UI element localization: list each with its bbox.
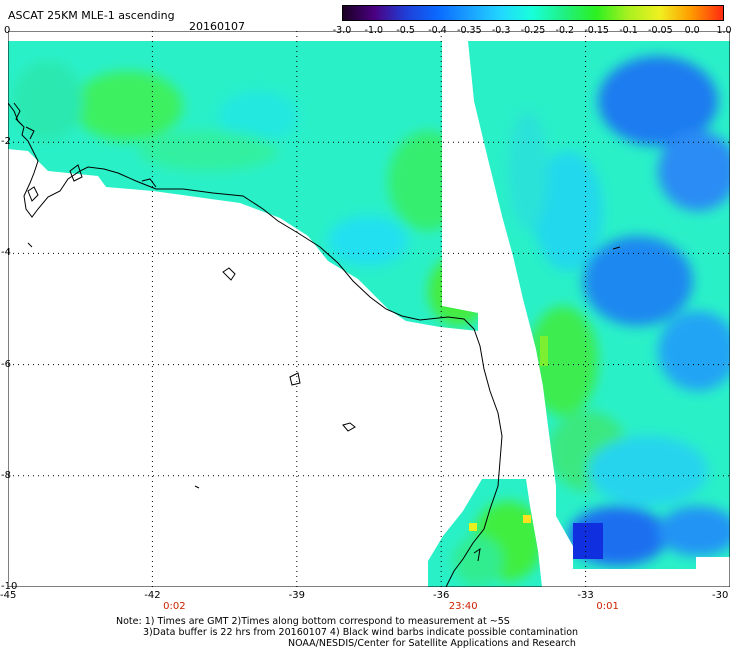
longitude-tick-label: -30 xyxy=(712,590,729,601)
wind-map xyxy=(8,31,730,587)
latitude-tick-label: -6 xyxy=(1,358,11,370)
product-title: ASCAT 25KM MLE-1 ascending xyxy=(8,9,175,22)
longitude-tick-label: -42 xyxy=(144,590,161,601)
longitude-tick-label: -39 xyxy=(288,590,305,601)
swath-time-label: 23:40 xyxy=(448,601,478,612)
product-date: 20160107 xyxy=(189,20,245,33)
latitude-tick-label: -4 xyxy=(1,247,11,259)
note-line-3: NOAA/NESDIS/Center for Satellite Applica… xyxy=(288,638,576,649)
graticule xyxy=(8,31,730,587)
latitude-tick-label: -8 xyxy=(1,469,11,481)
swath-time-label: 0:01 xyxy=(596,601,619,612)
longitude-tick-label: -33 xyxy=(577,590,594,601)
latitude-tick-label: -10 xyxy=(1,581,18,592)
longitude-tick-label: -36 xyxy=(433,590,450,601)
note-line-1: Note: 1) Times are GMT 2)Times along bot… xyxy=(116,616,510,627)
wind-field xyxy=(8,41,730,587)
swath-time-label: 0:02 xyxy=(163,601,186,612)
latitude-tick-label: 0 xyxy=(4,25,11,36)
coastline xyxy=(8,102,621,587)
colorbar xyxy=(342,5,724,21)
note-line-2: 3)Data buffer is 22 hrs from 20160107 4)… xyxy=(143,627,579,638)
longitude-tick-label: -45 xyxy=(0,590,17,601)
latitude-tick-label: -2 xyxy=(1,136,11,148)
